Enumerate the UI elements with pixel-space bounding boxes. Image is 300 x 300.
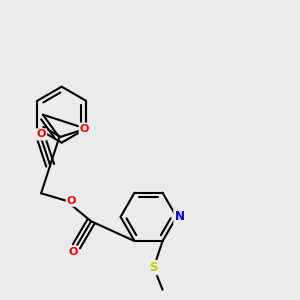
Text: S: S (149, 261, 158, 274)
Text: O: O (37, 129, 46, 140)
Text: O: O (68, 247, 78, 256)
Text: O: O (67, 196, 76, 206)
Text: O: O (80, 124, 89, 134)
Text: N: N (175, 210, 184, 224)
